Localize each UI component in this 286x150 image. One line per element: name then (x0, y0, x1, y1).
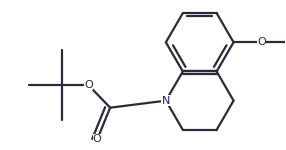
Text: O: O (84, 80, 93, 90)
Text: N: N (162, 96, 170, 106)
Text: O: O (93, 134, 102, 144)
Text: O: O (257, 37, 266, 47)
